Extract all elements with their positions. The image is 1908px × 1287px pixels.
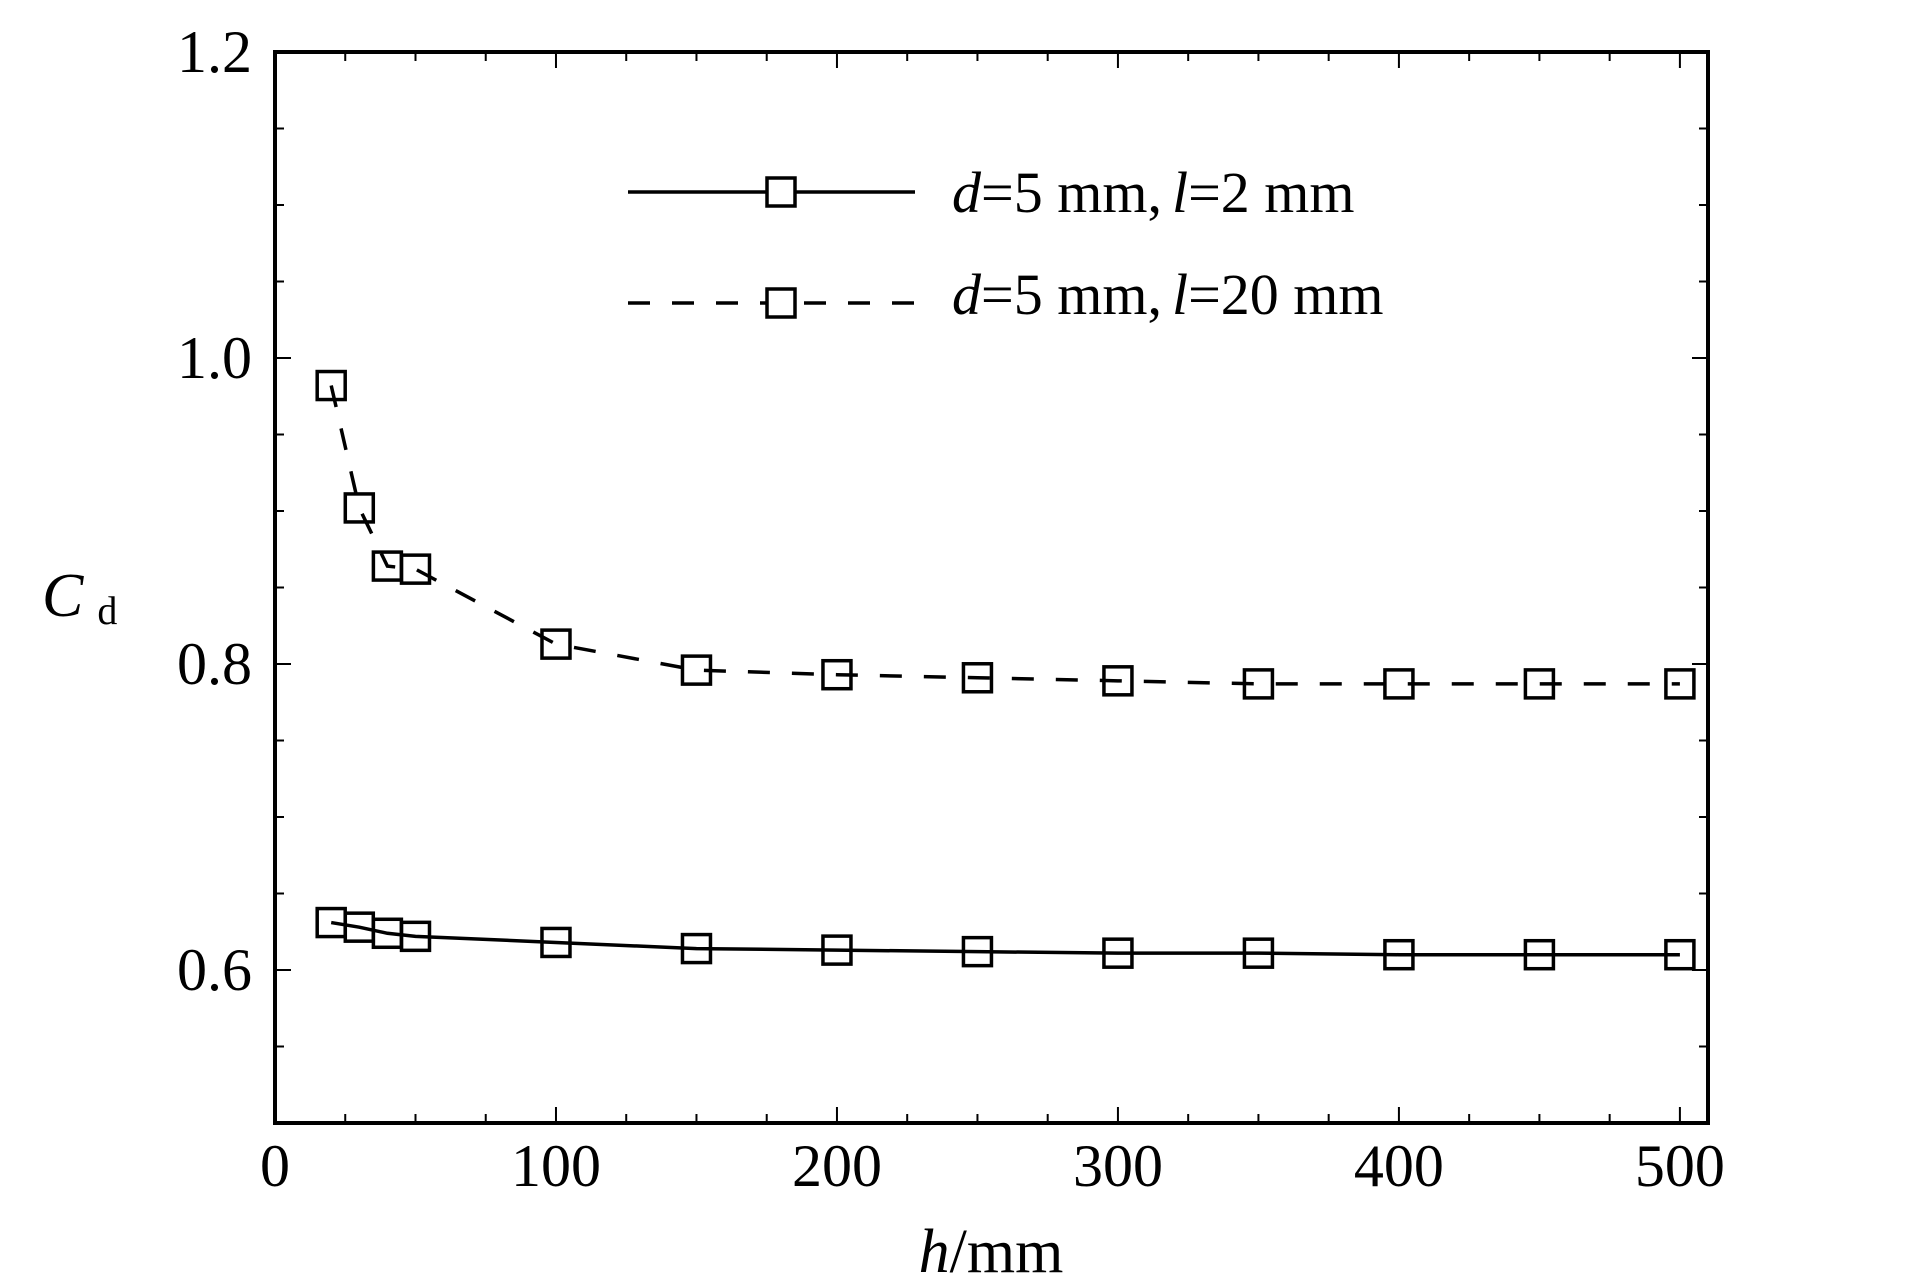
series-line-2: [329, 385, 1680, 686]
x-axis-label: h/mm: [919, 1218, 1064, 1286]
series-1-point: [961, 935, 994, 968]
series-1-point: [399, 920, 432, 953]
y-tick-label: 1.0: [177, 325, 252, 391]
legend-2-dval: =5 mm,: [981, 262, 1162, 327]
y-axis-sub: d: [97, 588, 117, 633]
legend-label-2: d=5 mm, l=20 mm: [952, 262, 1384, 327]
series-2-point: [1523, 668, 1556, 700]
series-2-point: [540, 628, 572, 660]
x-tick-label: 100: [511, 1133, 601, 1199]
series-1-point: [1523, 938, 1556, 971]
series-2-point: [399, 553, 432, 585]
legend-marker-2: [765, 287, 797, 319]
legend-1-d: d: [952, 160, 982, 225]
x-tick-label: 200: [792, 1133, 882, 1199]
legend-2-d: d: [952, 262, 982, 327]
series-2-point: [1664, 668, 1696, 700]
legend-1-lval: =2 mm: [1188, 160, 1354, 225]
tick-labels: 0 100 200 300 400 500 0.6 0.8 1.0 1.2: [177, 19, 1725, 1199]
series-2-point: [1383, 668, 1415, 700]
y-tick-label: 0.6: [177, 937, 252, 1003]
legend: d=5 mm, l=2 mm d=5 mm, l=20 mm: [628, 160, 1384, 327]
series-line-1: [330, 920, 1680, 957]
series-1-point: [1383, 938, 1415, 971]
series-layer: [315, 369, 1696, 971]
series-2-point: [1102, 665, 1134, 697]
series-2-point: [1242, 668, 1275, 700]
series-1-point: [540, 926, 572, 959]
legend-label-1: d=5 mm, l=2 mm: [952, 160, 1355, 225]
series-2-point: [343, 492, 376, 524]
series-1-point: [1102, 937, 1134, 969]
axis-ticks: [274, 51, 1708, 1124]
series-2-point: [821, 658, 853, 691]
x-tick-label: 400: [1354, 1133, 1444, 1199]
legend-item-2: d=5 mm, l=20 mm: [628, 262, 1384, 327]
series-1-point: [821, 934, 853, 966]
x-tick-label: 0: [260, 1133, 290, 1199]
legend-marker-1: [765, 176, 797, 208]
x-tick-label: 500: [1635, 1133, 1725, 1199]
legend-1-l: l: [1172, 160, 1188, 225]
legend-2-lval: =20 mm: [1188, 262, 1383, 327]
series-2-point: [315, 369, 347, 402]
x-tick-label: 300: [1073, 1133, 1163, 1199]
x-axis-unit: /mm: [950, 1218, 1064, 1286]
series-1-point: [680, 932, 713, 965]
y-tick-label: 0.8: [177, 631, 252, 697]
legend-item-1: d=5 mm, l=2 mm: [628, 160, 1355, 225]
series-1-point: [1664, 938, 1696, 971]
series-2-point: [680, 654, 713, 686]
legend-1-dval: =5 mm,: [981, 160, 1162, 225]
x-axis-var: h: [919, 1218, 950, 1286]
legend-2-l: l: [1172, 262, 1188, 327]
series-2-point: [961, 662, 994, 694]
y-tick-label: 1.2: [177, 19, 252, 85]
y-axis-var: C: [42, 562, 84, 630]
series-1-point: [1242, 937, 1275, 969]
